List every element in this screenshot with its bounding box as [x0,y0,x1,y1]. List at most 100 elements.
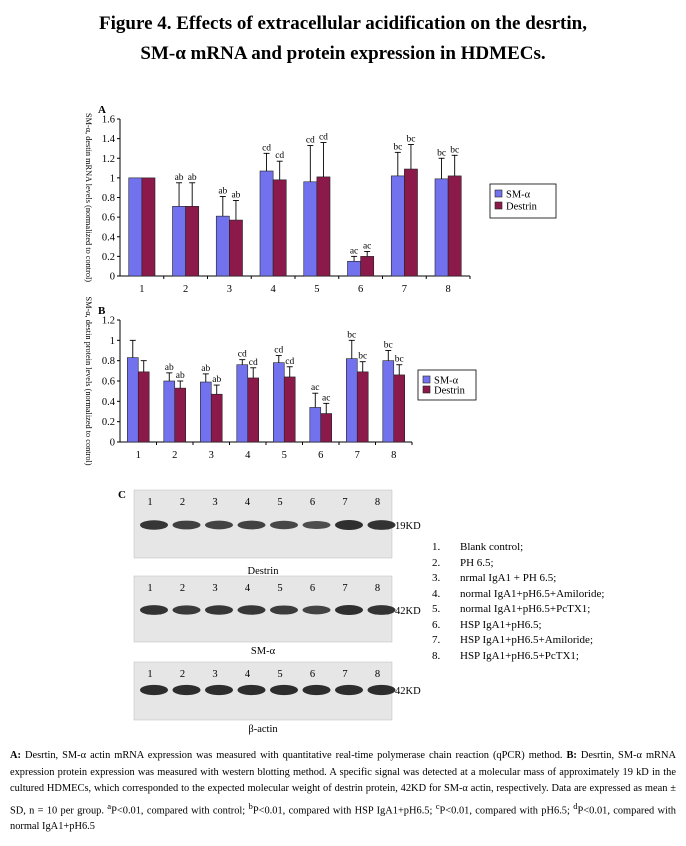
protein-band [270,520,298,530]
group-legend-item: 6. HSP IgA1+pH6.5; [432,618,672,634]
caption-a-text: Desrtin, SM-α actin mRNA expression was … [20,750,567,761]
y-axis-label-b: SM-α, destin protein levels (normalized … [84,296,93,465]
bar-b-sm-alpha [163,380,176,443]
group-legend-number: 6. [432,618,441,631]
y-tick-label-a: 1.4 [102,134,116,145]
group-legend-number: 2. [432,556,441,569]
significance-label-a: ab [231,190,240,200]
protein-band [172,605,201,615]
group-legend-item: 1. Blank control; [432,540,672,556]
significance-label-a: bc [437,148,446,158]
lane-label: 6 [310,583,315,594]
bar-b-destrin [174,387,186,443]
group-legend-number: 4. [432,587,441,600]
molecular-weight-marker: 42KD [395,606,421,617]
x-tick-label-b: 5 [282,450,287,461]
significance-label-b: bc [395,355,404,365]
lane-label: 2 [180,669,185,680]
group-legend-number: 7. [432,634,441,646]
significance-label-b: ac [311,383,319,393]
legend-label-b: SM-α [434,376,459,387]
lane-label: 5 [277,583,282,594]
significance-label-b: ab [201,364,210,374]
legend-label-b: Destrin [434,386,466,397]
bar-a-destrin [185,206,200,277]
lane-label: 4 [245,497,251,508]
y-tick-label-a: 1.6 [102,115,115,126]
legend-box-a [489,183,557,219]
lane-label: 7 [342,497,347,508]
legend-box-b [417,369,477,401]
bar-a-sm-alpha [172,206,186,277]
protein-band [367,605,396,615]
bar-b-sm-alpha [345,358,358,443]
caption-sig-d: P<0.01, compared with normal IgA1+pH6.5 [10,804,676,833]
y-tick-label-a: 0.4 [102,232,116,243]
protein-band [140,684,168,696]
y-tick-label-a: 0.6 [102,213,115,224]
significance-label-b: ab [165,363,174,373]
lane-label: 4 [245,583,251,594]
blot-row-label: SM-α [251,646,276,657]
significance-label-a: ab [175,173,184,183]
protein-band [205,605,233,615]
bar-b-destrin [137,371,150,443]
bar-a-destrin [404,168,418,277]
bar-b-destrin [247,377,259,443]
bar-a-sm-alpha [128,177,143,277]
bar-a-sm-alpha [303,181,318,277]
significance-label-b: cd [238,350,247,360]
lane-label: 7 [342,583,347,594]
protein-band [237,605,266,615]
x-tick-label-b: 4 [245,450,251,461]
lane-label: 1 [147,669,152,680]
y-axis-label-a: SM-α, destin mRNA levels (normalized to … [84,113,93,282]
x-tick-label-b: 7 [355,450,360,461]
significance-label-a: bc [393,142,402,152]
lane-label: 5 [277,497,282,508]
x-tick-label-a: 8 [446,284,451,294]
blot-row-label: Destrin [248,566,280,577]
bar-b-destrin [320,413,332,443]
bar-a-destrin [141,177,156,277]
panel-label-b: B [98,305,106,317]
y-tick-label-a: 1.2 [102,154,115,165]
bar-b-destrin [393,374,405,443]
caption-a-label: A: [10,750,21,761]
caption-sup-c: c [435,800,440,811]
bar-b-destrin [356,371,369,443]
significance-label-a: cd [319,133,328,143]
group-legend-text: normal IgA1+pH6.5+Amiloride; [460,587,605,600]
y-tick-label-a: 0.2 [102,252,115,263]
group-legend-item: 8. HSP IgA1+pH6.5+PcTX1; [432,649,672,665]
group-legend-text: HSP IgA1+pH6.5+Amiloride; [460,634,593,646]
x-tick-label-b: 6 [318,450,323,461]
significance-label-b: bc [347,330,356,340]
significance-label-b: ac [322,393,330,403]
protein-band [205,684,233,696]
panel-label-c: C [118,489,126,501]
lane-label: 6 [310,497,315,508]
caption-sup-a: a [107,800,112,811]
significance-label-a: ac [363,241,371,251]
bar-b-destrin [210,393,223,443]
group-legend-text: normal IgA1+pH6.5+PcTX1; [460,603,591,615]
legend-swatch-b [422,375,431,384]
y-tick-label-b: 1 [110,336,115,347]
chart-a: A SM-α, destin mRNA levels (normalized to… [84,104,557,294]
bar-a-sm-alpha [434,178,449,277]
group-legend-item: 4. normal IgA1+pH6.5+Amiloride; [432,587,672,603]
x-tick-label-b: 3 [209,450,214,461]
group-legend-text: PH 6.5; [460,556,494,569]
significance-label-b: bc [384,341,393,351]
y-tick-label-b: 1.2 [102,316,115,327]
lane-label: 7 [342,669,347,680]
lane-label: 2 [180,497,185,508]
significance-label-a: ab [188,173,197,183]
lane-label: 5 [277,669,282,680]
legend-label-a: Destrin [506,202,538,213]
bar-a-destrin [360,256,375,277]
lane-label: 1 [147,497,152,508]
significance-label-a: bc [450,145,459,155]
protein-band [205,520,233,530]
